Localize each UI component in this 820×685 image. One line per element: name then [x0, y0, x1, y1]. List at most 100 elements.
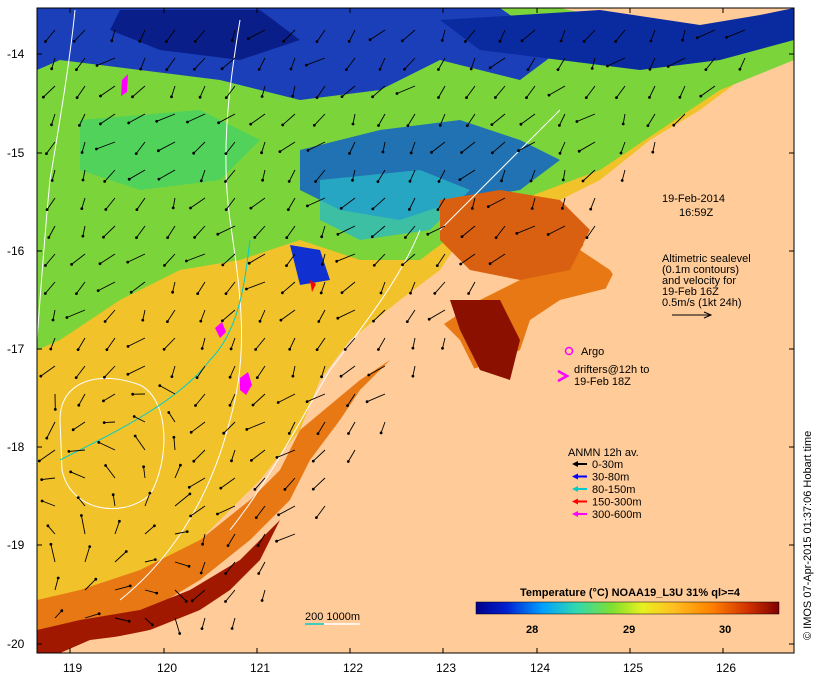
colorbar-gradient: [476, 602, 779, 614]
velocity-arrow-head: [60, 609, 63, 612]
velocity-arrow-head: [98, 612, 101, 615]
colorbar-tick: 29: [623, 624, 635, 636]
velocity-arrow-head: [288, 432, 291, 435]
velocity-arrow-head: [104, 208, 107, 211]
velocity-arrow-head: [225, 152, 228, 155]
velocity-arrow-head: [465, 96, 468, 99]
velocity-arrow-head: [185, 260, 188, 263]
x-tick-label: 122: [343, 661, 363, 675]
velocity-arrow-head: [50, 67, 53, 70]
velocity-arrow-head: [188, 486, 191, 489]
velocity-arrow-head: [337, 233, 340, 236]
velocity-arrow-head: [495, 236, 498, 239]
velocity-arrow-head: [151, 623, 154, 626]
velocity-arrow-head: [189, 493, 192, 496]
velocity-arrow-head: [259, 320, 262, 323]
velocity-arrow-head: [127, 373, 130, 376]
velocity-arrow-head: [80, 514, 83, 517]
velocity-arrow-head: [189, 515, 192, 518]
velocity-arrow-head: [139, 68, 142, 71]
velocity-arrow-head: [467, 292, 470, 295]
velocity-arrow-head: [68, 450, 71, 453]
velocity-arrow-head: [340, 375, 343, 378]
velocity-arrow-head: [186, 121, 189, 124]
velocity-arrow-head: [410, 152, 413, 155]
velocity-arrow-head: [548, 94, 551, 97]
velocity-arrow-head: [163, 348, 166, 351]
velocity-arrow-head: [559, 152, 562, 155]
velocity-arrow-head: [110, 39, 113, 42]
y-axis-labels: -14 -15 -16 -17 -18 -19 -20: [7, 47, 25, 651]
velocity-arrow-head: [371, 208, 374, 211]
velocity-arrow-head: [320, 375, 323, 378]
velocity-arrow-head: [166, 236, 169, 239]
velocity-arrow-head: [39, 375, 42, 378]
velocity-arrow-head: [437, 68, 440, 71]
velocity-arrow-head: [230, 348, 233, 351]
velocity-arrow-head: [347, 460, 350, 463]
velocity-arrow-head: [426, 233, 429, 236]
velocity-arrow-head: [307, 149, 310, 152]
velocity-arrow-head: [171, 291, 174, 294]
velocity-arrow-head: [290, 68, 293, 71]
y-tick-label: -16: [7, 244, 25, 258]
velocity-arrow-head: [191, 599, 194, 602]
anmn-legend-label: 150-300m: [592, 497, 642, 509]
velocity-arrow-head: [517, 149, 520, 152]
velocity-arrow-head: [225, 292, 228, 295]
drifters-line: 19-Feb 18Z: [574, 376, 631, 388]
colorbar-tick: 28: [526, 624, 538, 636]
velocity-arrow-head: [470, 68, 473, 71]
velocity-arrow-head: [230, 459, 233, 462]
velocity-arrow-head: [281, 124, 284, 127]
velocity-arrow-head: [369, 38, 372, 41]
velocity-arrow-head: [250, 207, 253, 210]
velocity-arrow-head: [130, 291, 133, 294]
velocity-arrow-head: [173, 436, 176, 439]
velocity-arrow-head: [216, 233, 219, 236]
velocity-arrow-head: [45, 152, 48, 155]
velocity-arrow-head: [312, 460, 315, 463]
velocity-arrow-head: [401, 39, 404, 42]
x-tick-label: 121: [250, 661, 270, 675]
velocity-arrow-head: [341, 95, 344, 98]
velocity-arrow-head: [135, 152, 138, 155]
velocity-arrow-head: [133, 415, 136, 418]
velocity-arrow-head: [436, 264, 439, 267]
velocity-arrow-head: [165, 68, 168, 71]
velocity-arrow-head: [306, 205, 309, 208]
velocity-arrow-head: [430, 151, 433, 154]
anmn-legend-label: 0-30m: [592, 459, 623, 471]
velocity-arrow-head: [170, 95, 173, 98]
velocity-arrow-head: [428, 318, 431, 321]
velocity-arrow-head: [128, 178, 131, 181]
velocity-arrow-head: [705, 68, 708, 71]
velocity-arrow-head: [281, 291, 284, 294]
velocity-arrow-head: [81, 151, 84, 154]
bathymetry-label: 200 1000m: [305, 611, 360, 623]
velocity-arrow-head: [131, 95, 134, 98]
velocity-arrow-head: [312, 488, 315, 491]
velocity-arrow-head: [231, 627, 234, 630]
velocity-arrow-head: [104, 320, 107, 323]
velocity-arrow-head: [305, 64, 308, 67]
velocity-arrow-head: [95, 148, 98, 151]
velocity-arrow-head: [94, 578, 97, 581]
velocity-arrow-head: [276, 456, 279, 459]
velocity-arrow-head: [314, 180, 317, 183]
velocity-arrow-head: [382, 151, 385, 154]
velocity-arrow-head: [589, 208, 592, 211]
velocity-arrow-head: [75, 292, 78, 295]
velocity-arrow-head: [499, 40, 502, 43]
velocity-arrow-head: [377, 124, 380, 127]
velocity-arrow-head: [126, 261, 129, 264]
velocity-arrow-head: [50, 543, 53, 546]
velocity-arrow-head: [282, 40, 285, 43]
velocity-arrow-head: [433, 292, 436, 295]
velocity-arrow-head: [258, 68, 261, 71]
velocity-arrow-head: [315, 516, 318, 519]
time-label: 16:59Z: [679, 207, 714, 219]
velocity-arrow-head: [102, 236, 105, 239]
velocity-arrow-head: [615, 96, 618, 99]
